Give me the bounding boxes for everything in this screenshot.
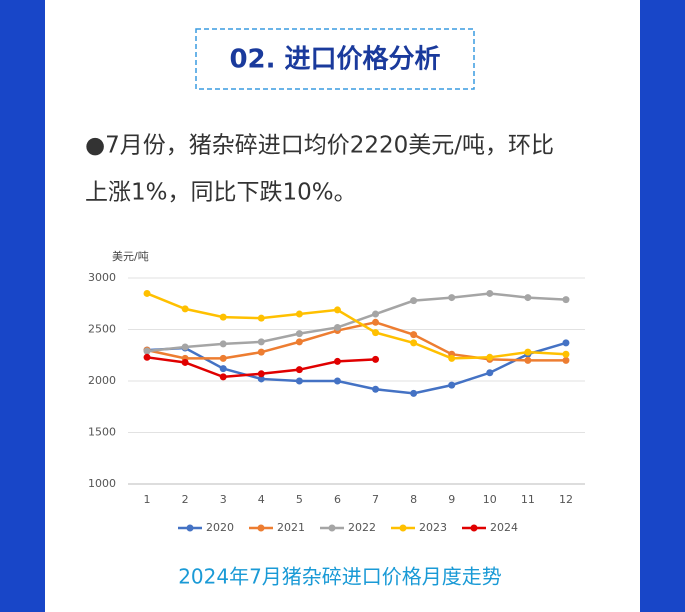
x-tick-label: 5 xyxy=(296,493,303,506)
x-tick-label: 12 xyxy=(559,493,573,506)
y-tick-label: 2000 xyxy=(88,374,116,387)
data-point xyxy=(448,294,456,302)
x-tick-label: 6 xyxy=(334,493,341,506)
x-tick-label: 1 xyxy=(144,493,151,506)
data-point xyxy=(562,356,570,364)
caption: 2024年7月猪杂碎进口价格月度走势 xyxy=(178,565,502,589)
data-point xyxy=(333,357,341,365)
y-tick-label: 3000 xyxy=(88,271,116,284)
data-point xyxy=(143,347,151,355)
data-point xyxy=(448,354,456,362)
data-point xyxy=(295,338,303,346)
data-point xyxy=(486,353,494,361)
data-point xyxy=(257,375,265,383)
data-point xyxy=(410,297,418,305)
x-tick-label: 4 xyxy=(258,493,265,506)
x-tick-label: 9 xyxy=(448,493,455,506)
data-point xyxy=(257,370,265,378)
series-line xyxy=(146,292,567,360)
legend-label: 2020 xyxy=(206,521,234,534)
data-point xyxy=(333,306,341,314)
legend-marker xyxy=(186,524,194,532)
legend-label: 2024 xyxy=(490,521,518,534)
legend-label: 2022 xyxy=(348,521,376,534)
heading-box xyxy=(195,28,475,90)
data-point xyxy=(372,329,380,337)
data-point xyxy=(372,385,380,393)
data-point xyxy=(486,369,494,377)
data-point xyxy=(295,366,303,374)
data-point xyxy=(562,339,570,347)
y-axis-label: 美元/吨 xyxy=(112,250,149,263)
y-tick-label: 1000 xyxy=(88,477,116,490)
x-tick-label: 8 xyxy=(410,493,417,506)
data-point xyxy=(219,340,227,348)
data-point xyxy=(448,381,456,389)
data-point xyxy=(181,305,189,313)
data-point xyxy=(372,318,380,326)
paragraph-line: 上涨1%，同比下跌10%。 xyxy=(85,180,357,206)
data-point xyxy=(372,355,380,363)
x-tick-label: 3 xyxy=(220,493,227,506)
data-point xyxy=(219,373,227,381)
data-point xyxy=(219,313,227,321)
data-point xyxy=(486,289,494,297)
data-point xyxy=(181,343,189,351)
data-point xyxy=(257,348,265,356)
y-tick-label: 2500 xyxy=(88,323,116,336)
data-point xyxy=(524,348,532,356)
data-point xyxy=(333,377,341,385)
x-tick-label: 10 xyxy=(483,493,497,506)
data-point xyxy=(562,296,570,304)
data-point xyxy=(333,323,341,331)
x-tick-label: 7 xyxy=(372,493,379,506)
data-point xyxy=(257,338,265,346)
data-point xyxy=(524,356,532,364)
legend-marker xyxy=(470,524,478,532)
x-tick-label: 2 xyxy=(182,493,189,506)
x-tick-label: 11 xyxy=(521,493,535,506)
series-line xyxy=(146,320,566,362)
paragraph-line: ●7月份，猪杂碎进口均价2220美元/吨，环比 xyxy=(85,133,554,159)
data-point xyxy=(295,330,303,338)
data-point xyxy=(219,354,227,362)
data-point xyxy=(410,389,418,397)
data-point xyxy=(143,289,151,297)
data-point xyxy=(562,350,570,358)
data-point xyxy=(372,310,380,318)
data-point xyxy=(524,294,532,302)
heading: 02. 进口价格分析 xyxy=(229,44,440,75)
data-point xyxy=(219,365,227,373)
data-point xyxy=(181,358,189,366)
data-point xyxy=(410,331,418,339)
content-panel xyxy=(45,0,640,612)
data-point xyxy=(143,353,151,361)
data-point xyxy=(410,339,418,347)
series-line xyxy=(146,341,567,395)
data-point xyxy=(295,377,303,385)
legend-label: 2023 xyxy=(419,521,447,534)
data-point xyxy=(257,314,265,322)
data-point xyxy=(295,310,303,318)
legend-marker xyxy=(257,524,265,532)
legend-label: 2021 xyxy=(277,521,305,534)
legend-marker xyxy=(399,524,407,532)
y-tick-label: 1500 xyxy=(88,426,116,439)
legend-marker xyxy=(328,524,336,532)
